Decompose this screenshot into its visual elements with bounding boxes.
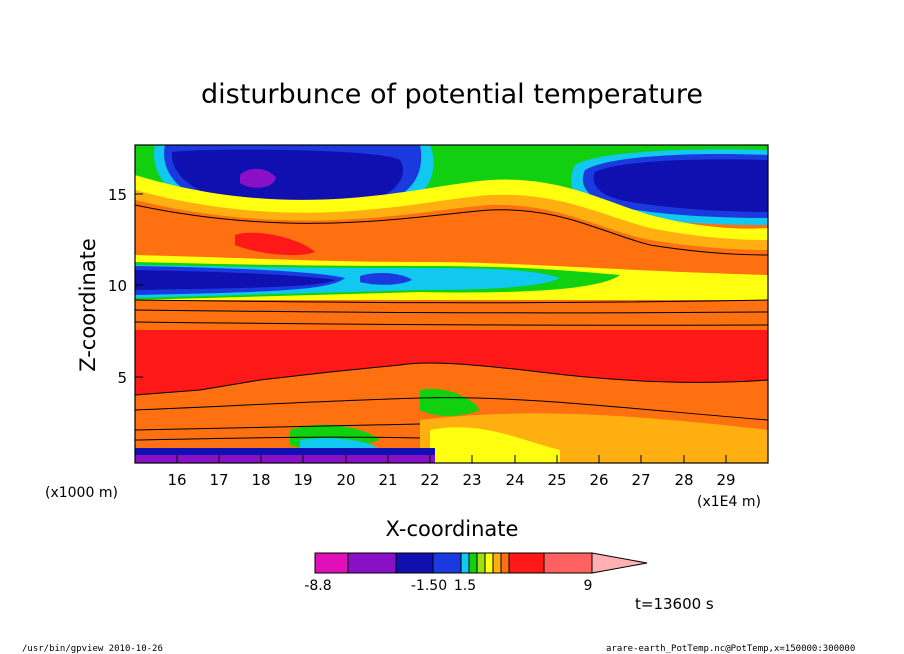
contour-band-ground-purple bbox=[135, 455, 435, 463]
colorbar-segment bbox=[476, 552, 486, 574]
contour-line-6 bbox=[135, 397, 768, 421]
x-tick-label: 29 bbox=[716, 471, 735, 489]
colorbar-label: 9 bbox=[584, 578, 593, 594]
colorbar-segment bbox=[395, 552, 434, 574]
x-tick-label: 17 bbox=[209, 471, 228, 489]
x-tick-label: 26 bbox=[589, 471, 608, 489]
x-tick-label: 19 bbox=[293, 471, 312, 489]
x-tick-label: 25 bbox=[547, 471, 566, 489]
contour-line-5 bbox=[135, 362, 768, 396]
x-tick-label: 28 bbox=[674, 471, 693, 489]
chart-title: disturbunce of potential temperature bbox=[201, 79, 703, 110]
colorbar-label: -8.8 bbox=[304, 578, 331, 594]
x-tick-label: 20 bbox=[336, 471, 355, 489]
footer-right: arare-earth_PotTemp.nc@PotTemp,x=150000:… bbox=[606, 644, 855, 654]
x-tick-label: 23 bbox=[462, 471, 481, 489]
contour-band-upper-purple bbox=[240, 168, 276, 188]
contour-band-jet-blob bbox=[360, 273, 412, 285]
contour-line-3 bbox=[135, 309, 768, 314]
contour-band-mid-red bbox=[235, 232, 315, 256]
colorbar-segment bbox=[484, 552, 494, 574]
colorbar-segment bbox=[468, 552, 478, 574]
contour-band-surface-green-b bbox=[420, 388, 480, 416]
x-tick-label: 21 bbox=[378, 471, 397, 489]
contour-band-surface-lightyellow bbox=[430, 427, 560, 463]
x-tick-label: 18 bbox=[251, 471, 270, 489]
contour-line-2 bbox=[135, 299, 768, 304]
colorbar-segment bbox=[508, 552, 545, 574]
colorbar: -8.8 -1.50 1.5 9 bbox=[304, 552, 648, 594]
x-axis: 16 17 18 19 20 21 22 23 24 25 26 27 28 2… bbox=[167, 455, 736, 489]
contour-band-jet-darkblue bbox=[135, 270, 335, 290]
colorbar-segment bbox=[347, 552, 397, 574]
colorbar-segment bbox=[492, 552, 502, 574]
x-tick-label: 27 bbox=[631, 471, 650, 489]
y-axis: 5 10 15 bbox=[108, 186, 143, 387]
contour-band-right-darkblue bbox=[593, 159, 768, 212]
contour-line-7 bbox=[135, 423, 421, 431]
contour-band-ground-blue bbox=[135, 448, 435, 455]
y-tick-label: 15 bbox=[108, 186, 127, 204]
y-axis-unit: (x1000 m) bbox=[45, 485, 118, 501]
contour-lines bbox=[135, 204, 768, 441]
x-tick-label: 16 bbox=[167, 471, 186, 489]
colorbar-label: -1.50 bbox=[411, 578, 447, 594]
colorbar-label: 1.5 bbox=[454, 578, 476, 594]
colorbar-segment bbox=[500, 552, 510, 574]
colorbar-segment bbox=[543, 552, 593, 574]
y-tick-label: 5 bbox=[117, 369, 127, 387]
footer-left: /usr/bin/gpview 2010-10-26 bbox=[22, 644, 163, 654]
contour-line-8 bbox=[135, 436, 421, 441]
contour-line-1 bbox=[135, 204, 768, 256]
colorbar-segment bbox=[432, 552, 462, 574]
time-label: t=13600 s bbox=[635, 595, 714, 613]
x-tick-label: 24 bbox=[505, 471, 524, 489]
contour-line-4 bbox=[135, 321, 768, 326]
y-axis-label: Z-coordinate bbox=[76, 238, 100, 372]
contour-plot-area bbox=[135, 145, 768, 463]
contour-band-upper-darkblue bbox=[171, 149, 404, 208]
x-axis-unit: (x1E4 m) bbox=[697, 494, 761, 510]
colorbar-segment bbox=[591, 552, 648, 574]
y-tick-label: 10 bbox=[108, 277, 127, 295]
colorbar-segment bbox=[314, 552, 349, 574]
colorbar-segment bbox=[460, 552, 470, 574]
plot-frame bbox=[134, 144, 769, 464]
x-tick-label: 22 bbox=[420, 471, 439, 489]
x-axis-label: X-coordinate bbox=[386, 517, 519, 541]
